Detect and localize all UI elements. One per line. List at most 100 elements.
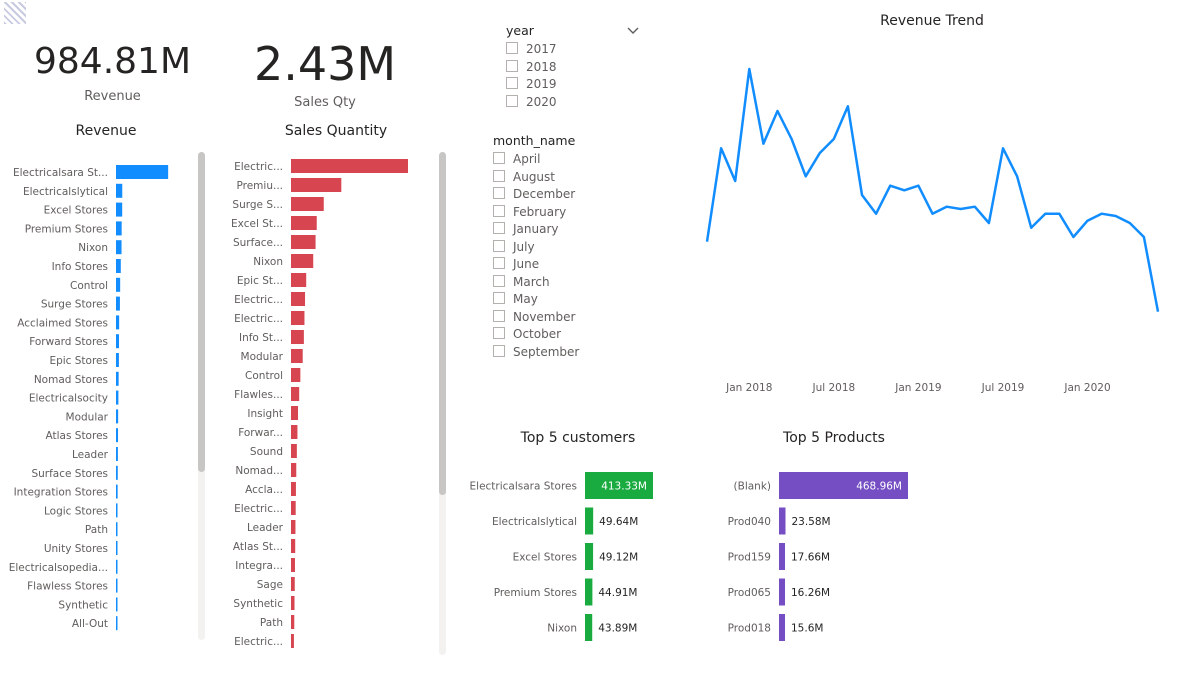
bar-label: Insight <box>247 408 283 420</box>
bar <box>291 235 316 249</box>
bar-label: Info St... <box>239 332 283 344</box>
bar <box>116 616 118 631</box>
bar-label: Electric... <box>234 294 283 306</box>
bar-label: Surface... <box>233 237 283 249</box>
quantity-scrollbar-thumb[interactable] <box>439 152 446 495</box>
trend-chart-title: Revenue Trend <box>880 13 984 29</box>
bar <box>291 539 296 553</box>
bar-label: Premium Stores <box>494 587 577 599</box>
month-option-december[interactable]: December <box>493 187 575 201</box>
bar <box>291 349 303 363</box>
bar <box>585 543 594 570</box>
bar <box>291 406 299 420</box>
checkbox[interactable] <box>493 327 505 339</box>
checkbox[interactable] <box>493 222 505 234</box>
bar-label: Prod159 <box>728 552 771 564</box>
checkbox[interactable] <box>493 257 505 269</box>
bar-label: Forwar... <box>238 427 283 439</box>
bar-label: Electric... <box>234 636 283 648</box>
bar-label: Integration Stores <box>14 487 108 499</box>
month-option-april[interactable]: April <box>493 152 540 166</box>
bar <box>116 202 123 217</box>
bar <box>116 277 121 292</box>
year-option-2019[interactable]: 2019 <box>506 77 557 91</box>
option-label: January <box>513 222 559 236</box>
data-label: 468.96M <box>856 481 902 493</box>
bar-label: Nomad Stores <box>34 374 108 386</box>
year-option-2017[interactable]: 2017 <box>506 42 557 56</box>
bar-label: Electric... <box>234 503 283 515</box>
bar-label: Path <box>85 524 108 536</box>
bar-label: Electricalslytical <box>492 516 577 528</box>
top5-products-title: Top 5 Products <box>783 430 885 446</box>
x-tick-label: Jan 2018 <box>725 382 772 394</box>
checkbox[interactable] <box>493 152 505 164</box>
revenue-scrollbar-thumb[interactable] <box>198 152 205 472</box>
option-label: February <box>513 204 567 219</box>
month-option-february[interactable]: February <box>493 204 567 219</box>
option-label: September <box>513 344 580 359</box>
month-option-november[interactable]: November <box>493 309 575 324</box>
bar-label: Electric... <box>234 161 283 173</box>
bar <box>291 463 297 477</box>
chevron-down-icon[interactable] <box>627 26 639 36</box>
bar <box>291 254 314 268</box>
month-option-august[interactable]: August <box>493 169 555 184</box>
bar-label: Info Stores <box>52 261 108 273</box>
bar <box>291 216 317 230</box>
checkbox[interactable] <box>506 42 518 54</box>
bar <box>116 428 119 443</box>
checkbox[interactable] <box>493 309 505 322</box>
checkbox[interactable] <box>493 274 505 287</box>
checkbox[interactable] <box>493 187 505 199</box>
bar-label: Electricalsocity <box>29 393 108 405</box>
month-option-march[interactable]: March <box>493 274 550 289</box>
option-label: October <box>513 327 562 341</box>
bar-label: Unity Stores <box>44 543 108 555</box>
month-option-june[interactable]: June <box>493 257 539 271</box>
year-option-2018[interactable]: 2018 <box>506 59 557 74</box>
x-tick-label: Jul 2019 <box>981 382 1025 394</box>
checkbox[interactable] <box>493 344 505 357</box>
bar <box>291 387 300 401</box>
month-option-july[interactable]: July <box>493 239 535 254</box>
trend-line <box>705 67 1160 312</box>
checkbox[interactable] <box>506 77 518 89</box>
bar <box>116 183 123 198</box>
bar-label: Flawles... <box>234 389 283 401</box>
bar <box>291 501 296 515</box>
sales-qty-kpi-value: 2.43M <box>253 37 397 91</box>
bar-label: Premiu... <box>236 180 283 192</box>
year-option-2020[interactable]: 2020 <box>506 94 557 109</box>
bar-label: Electricalslytical <box>23 186 108 198</box>
bar <box>585 578 593 606</box>
bar-label: Surge S... <box>232 199 283 211</box>
bar <box>291 558 295 572</box>
bar-label: Leader <box>72 449 109 461</box>
bar-label: Logic Stores <box>44 505 108 517</box>
bar-label: Electricalsopedia... <box>9 562 108 574</box>
bar <box>291 159 408 173</box>
revenue-chart-title: Revenue <box>75 123 137 139</box>
checkbox[interactable] <box>493 239 505 252</box>
month-option-january[interactable]: January <box>493 222 559 236</box>
checkbox[interactable] <box>493 292 505 304</box>
checkbox[interactable] <box>493 204 505 217</box>
option-label: July <box>513 239 535 254</box>
data-label: 15.6M <box>791 623 823 635</box>
checkbox[interactable] <box>493 169 505 182</box>
bar-label: Synthetic <box>58 599 108 611</box>
bar <box>291 596 295 610</box>
checkbox[interactable] <box>506 94 518 107</box>
bar <box>116 522 118 537</box>
month-option-september[interactable]: September <box>493 344 580 359</box>
bar-label: All-Out <box>72 618 108 630</box>
bar <box>291 197 324 211</box>
month-option-may[interactable]: May <box>493 292 538 306</box>
bar-label: Control <box>245 370 283 382</box>
x-tick-label: Jan 2019 <box>894 382 941 394</box>
bar-label: Modular <box>66 411 109 423</box>
checkbox[interactable] <box>506 59 518 72</box>
month-option-october[interactable]: October <box>493 327 561 341</box>
bar-label: Surface Stores <box>31 468 108 480</box>
